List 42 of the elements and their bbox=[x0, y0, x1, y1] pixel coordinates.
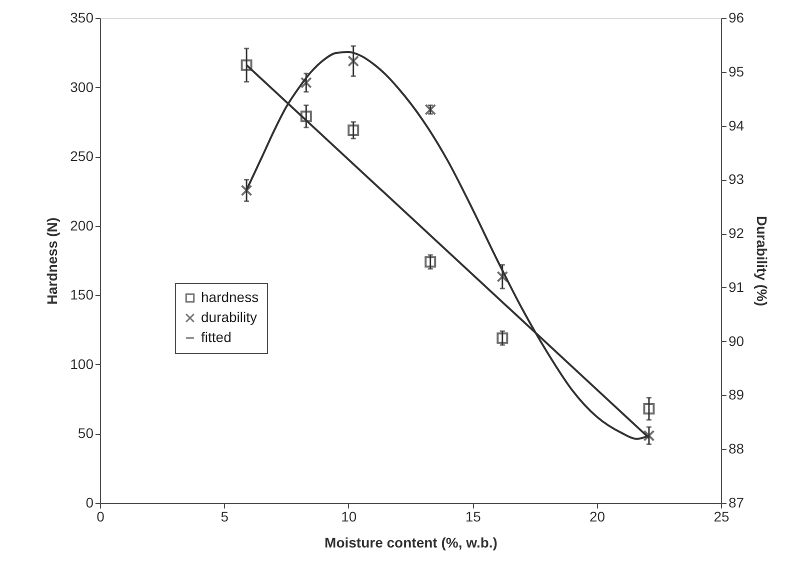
x-tick-label: 25 bbox=[714, 508, 730, 524]
x-tick-label: 0 bbox=[96, 508, 105, 524]
y-tick-label: 250 bbox=[70, 148, 94, 164]
y2-axis-title: Durability (%) bbox=[754, 216, 770, 306]
y2-tick-label: 91 bbox=[728, 278, 744, 295]
x-tick-label: 5 bbox=[220, 508, 229, 524]
y-axis-title: Hardness (N) bbox=[44, 217, 60, 305]
y2-tick-label: 96 bbox=[728, 10, 744, 26]
y-tick-label: 100 bbox=[70, 356, 94, 372]
point bbox=[300, 76, 312, 88]
point bbox=[496, 332, 508, 344]
y2-tick-label: 88 bbox=[728, 440, 744, 457]
y2-tick-label: 92 bbox=[728, 225, 744, 242]
y2-tick-label: 90 bbox=[728, 332, 744, 349]
y-tick-label: 200 bbox=[70, 217, 94, 234]
x-tick-label: 20 bbox=[590, 508, 606, 524]
y2-tick-label: 87 bbox=[728, 494, 744, 510]
y-tick-label: 350 bbox=[70, 10, 94, 26]
legend-label: fitted bbox=[201, 329, 232, 345]
x-tick-label: 10 bbox=[341, 508, 357, 524]
y2-tick-label: 93 bbox=[728, 171, 744, 188]
point bbox=[643, 430, 655, 442]
point bbox=[348, 55, 360, 67]
y2-tick-label: 95 bbox=[728, 63, 744, 80]
y-tick-label: 300 bbox=[70, 78, 94, 95]
point bbox=[300, 110, 312, 122]
point bbox=[643, 403, 655, 415]
x-tick-label: 15 bbox=[465, 508, 482, 524]
y2-tick-label: 94 bbox=[728, 117, 744, 134]
x-axis-title: Moisture content (%, w.b.) bbox=[324, 534, 498, 550]
point bbox=[424, 104, 436, 116]
point bbox=[240, 59, 252, 71]
legend-label: hardness bbox=[201, 289, 259, 305]
legend-label: durability bbox=[201, 309, 258, 325]
y-tick-label: 50 bbox=[78, 425, 94, 442]
y2-tick-label: 89 bbox=[728, 386, 744, 403]
point bbox=[424, 256, 436, 268]
point bbox=[240, 184, 252, 196]
point bbox=[496, 270, 508, 282]
y-tick-label: 150 bbox=[70, 286, 94, 303]
point bbox=[348, 124, 360, 136]
y-tick-label: 0 bbox=[86, 494, 94, 510]
